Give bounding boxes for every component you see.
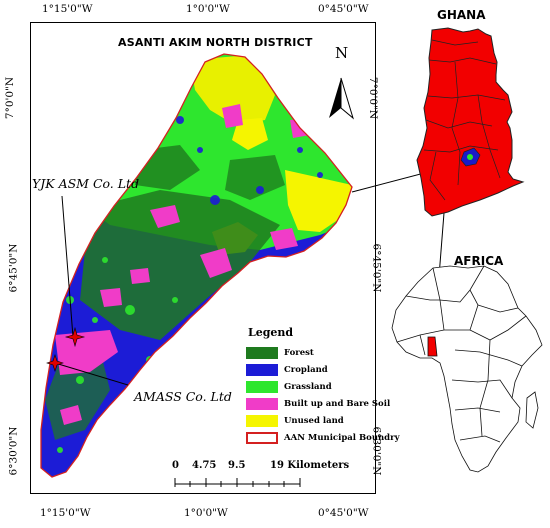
- yjk-site-marker: [64, 326, 86, 348]
- site-label-amass: AMASS Co. Ltd: [134, 389, 232, 404]
- legend-label-unused: Unused land: [284, 415, 344, 426]
- amass-site-marker: [46, 354, 64, 372]
- legend-swatch-unused: [246, 414, 278, 427]
- legend-label-forest: Forest: [284, 347, 314, 358]
- africa-ghana-highlight: [427, 336, 438, 357]
- builtup-6: [100, 288, 122, 307]
- crop-speckles: [176, 116, 323, 205]
- africa-title: AFRICA: [454, 254, 504, 268]
- legend-label-builtup: Built up and Bare Soil: [284, 398, 391, 409]
- coord-top-1: 1°15'0"W: [42, 3, 93, 15]
- legend-item-forest: Forest: [246, 344, 400, 361]
- builtup-9: [60, 405, 82, 425]
- legend-swatch-grassland: [246, 380, 278, 393]
- coord-bottom-1: 1°15'0"W: [40, 507, 91, 519]
- district-boundary: [40, 53, 353, 478]
- legend-item-boundary: AAN Municipal Boundry: [246, 429, 400, 446]
- unused-east: [285, 170, 352, 232]
- scale-tick-0: 0: [172, 460, 179, 471]
- legend-title: Legend: [248, 326, 294, 339]
- unused-patch-1: [232, 118, 268, 150]
- legend: Legend Forest Cropland Grassland Built u…: [246, 326, 400, 446]
- builtup-5: [55, 330, 118, 375]
- site-label-yjk: YJK ASM Co. Ltd: [32, 176, 140, 191]
- yjk-leader-line: [61, 195, 74, 338]
- legend-label-cropland: Cropland: [284, 364, 328, 375]
- ghana-title: GHANA: [437, 8, 486, 22]
- scale-tick-3: 19 Kilometers: [270, 460, 350, 471]
- legend-item-unused: Unused land: [246, 412, 400, 429]
- builtup-2: [222, 104, 243, 128]
- ghana-district-center: [467, 154, 473, 160]
- builtup-8: [130, 268, 150, 284]
- scale-bar-graphic: [174, 478, 301, 487]
- scale-tick-1: 4.75: [192, 460, 217, 471]
- legend-swatch-boundary: [246, 431, 278, 444]
- unused-north: [190, 55, 275, 125]
- coord-bottom-3: 0°45'0"W: [318, 507, 369, 519]
- coord-top-3: 0°45'0"W: [318, 3, 369, 15]
- legend-swatch-cropland: [246, 363, 278, 376]
- legend-item-grassland: Grassland: [246, 378, 400, 395]
- builtup-1: [150, 205, 180, 228]
- builtup-3: [200, 248, 232, 278]
- north-label: N: [335, 44, 349, 62]
- builtup-4: [270, 228, 298, 250]
- legend-item-cropland: Cropland: [246, 361, 400, 378]
- legend-swatch-forest: [246, 346, 278, 359]
- legend-swatch-builtup: [246, 397, 278, 410]
- legend-label-boundary: AAN Municipal Boundry: [284, 432, 400, 443]
- forest-belt: [80, 190, 280, 340]
- africa-map: [391, 265, 543, 473]
- ghana-map: [416, 27, 525, 217]
- coord-bottom-2: 1°0'0"W: [184, 507, 228, 519]
- legend-item-builtup: Built up and Bare Soil: [246, 395, 400, 412]
- amass-leader-line: [54, 362, 129, 386]
- map-title: ASANTI AKIM NORTH DISTRICT: [118, 36, 313, 49]
- scale-tick-2: 9.5: [228, 460, 246, 471]
- coord-top-2: 1°0'0"W: [186, 3, 230, 15]
- legend-label-grassland: Grassland: [284, 381, 332, 392]
- forest-patch-2: [225, 155, 285, 200]
- north-arrow: [329, 77, 354, 120]
